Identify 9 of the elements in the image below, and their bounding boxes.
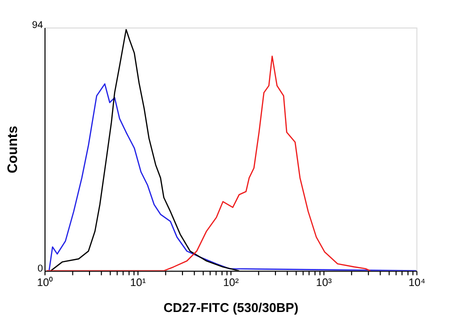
x-tick-label: 10¹ [130, 277, 146, 290]
x-tick-label: 10² [223, 277, 240, 290]
x-tick-label: 10⁴ [408, 277, 426, 290]
y-axis-title: Counts [4, 126, 20, 174]
x-axis-title: CD27-FITC (530/30BP) [163, 300, 298, 315]
y-tick-label: 0 [38, 263, 44, 274]
x-tick-label: 10⁰ [36, 276, 54, 290]
y-tick-label: 94 [32, 20, 44, 31]
x-tick-label: 10³ [316, 277, 332, 290]
